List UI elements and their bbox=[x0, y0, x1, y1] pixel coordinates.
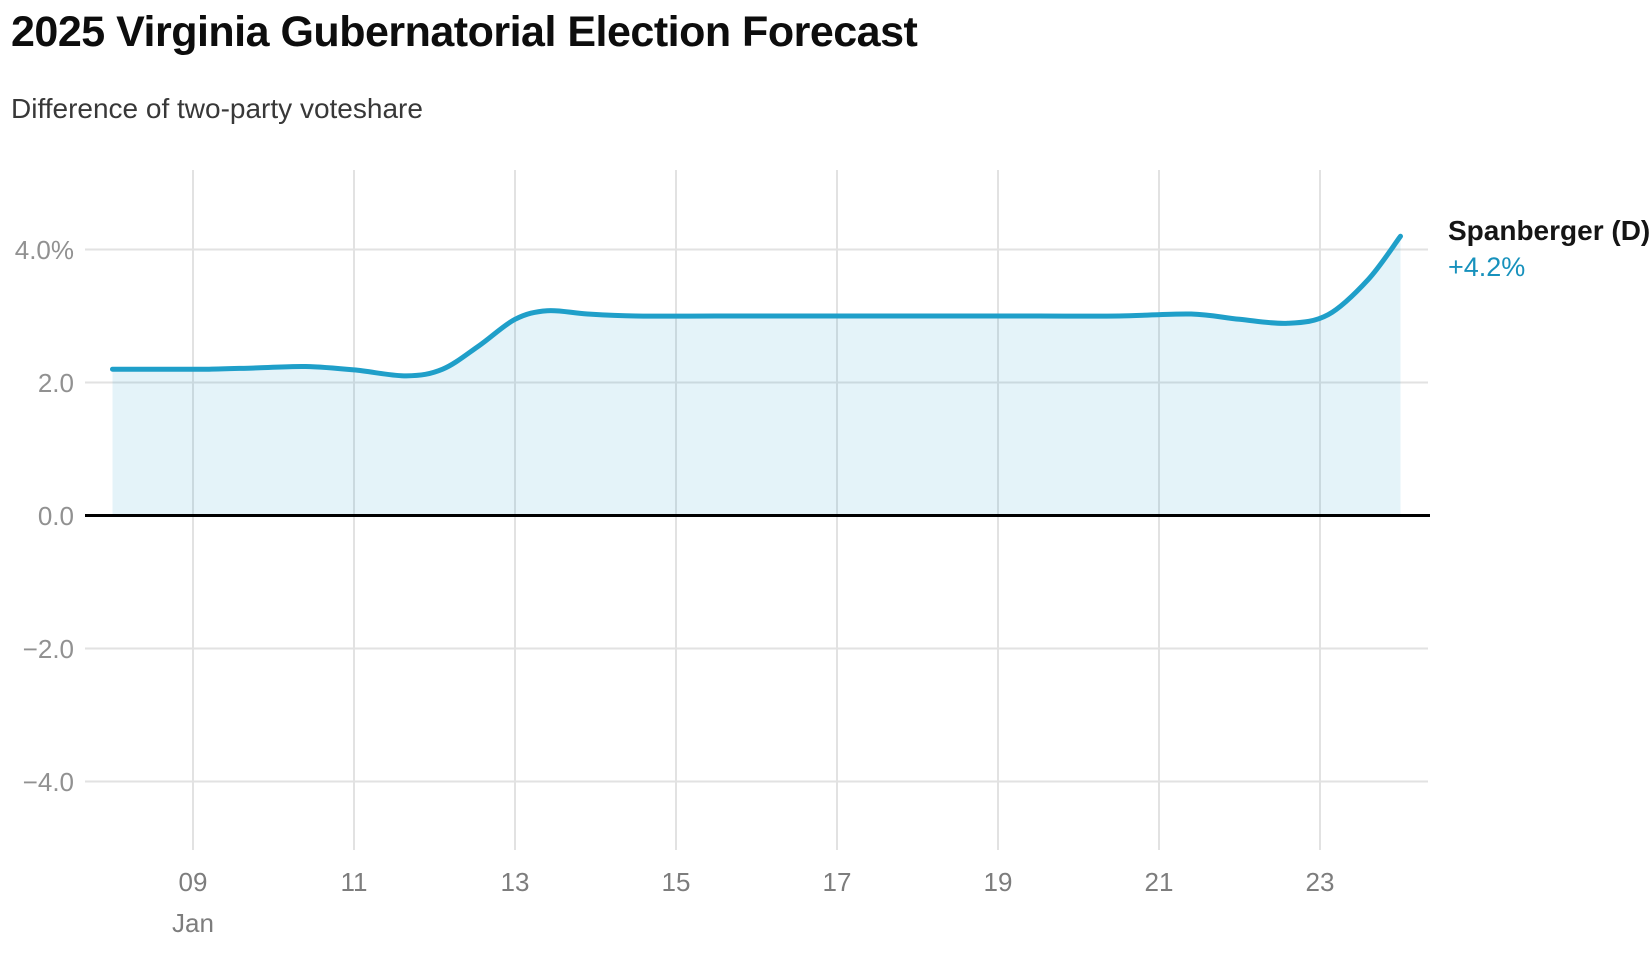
series-line bbox=[110, 233, 1403, 379]
x-tick-label: 19 bbox=[983, 867, 1013, 897]
series-legend: Spanberger (D) +4.2% bbox=[1448, 212, 1650, 286]
series-area-fill bbox=[112, 236, 1401, 516]
y-tick-label: 0.0 bbox=[37, 500, 74, 531]
x-tick-label: 15 bbox=[661, 867, 691, 897]
page-subtitle: Difference of two-party voteshare bbox=[11, 93, 423, 124]
page-title: 2025 Virginia Gubernatorial Election For… bbox=[11, 8, 918, 56]
x-tick-label: 17 bbox=[822, 867, 852, 897]
y-tick-label: −4.0 bbox=[22, 766, 74, 797]
x-tick-label: 13 bbox=[500, 867, 530, 897]
x-tick-label: 09 bbox=[178, 867, 208, 897]
series-value-label: +4.2% bbox=[1448, 252, 1526, 282]
x-tick-label: 23 bbox=[1305, 867, 1335, 897]
y-tick-label: −2.0 bbox=[22, 633, 74, 664]
x-tick-label: 21 bbox=[1144, 867, 1174, 897]
x-month-label: Jan bbox=[172, 908, 214, 938]
x-tick-label: 11 bbox=[340, 867, 368, 897]
series-name-label: Spanberger (D) bbox=[1448, 215, 1651, 246]
y-tick-label: 4.0% bbox=[14, 234, 74, 265]
y-tick-label: 2.0 bbox=[37, 367, 74, 398]
